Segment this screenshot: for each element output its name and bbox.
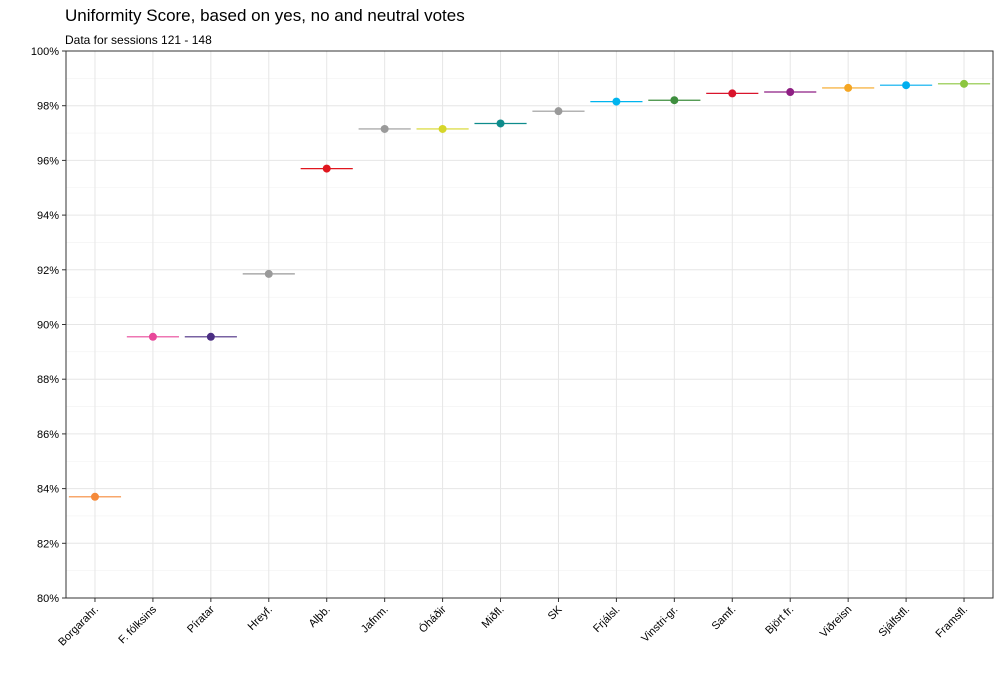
score-point (554, 107, 563, 116)
chart-title: Uniformity Score, based on yes, no and n… (65, 6, 465, 25)
x-tick-label: Hreyf. (246, 604, 275, 633)
score-point (264, 269, 273, 278)
score-point (612, 97, 621, 106)
score-point (90, 492, 99, 501)
x-tick-label: Alþb. (307, 604, 333, 630)
x-tick-label: Miðfl. (480, 604, 507, 631)
grid-layer (66, 50, 993, 599)
x-tick-label: Viðreisn (818, 604, 854, 640)
y-tick-label: 98% (37, 101, 59, 113)
x-tick-label: Óháðir (416, 603, 449, 636)
x-tick-label: F. fólksins (116, 603, 159, 646)
x-tick-label: SK (546, 603, 565, 622)
y-tick-label: 80% (37, 593, 59, 605)
y-tick-label: 92% (37, 265, 59, 277)
x-tick-label: Björt fr. (763, 604, 796, 637)
y-tick-label: 82% (37, 538, 59, 550)
y-tick-label: 94% (37, 210, 59, 222)
x-tick-label: Frjálsl. (591, 604, 622, 635)
x-tick-label: Jafnm. (359, 604, 391, 636)
mark-layer (68, 79, 991, 501)
x-tick-label: Sjálfstfl. (876, 604, 912, 640)
x-tick-label: Píratar (185, 603, 217, 635)
score-point (380, 124, 389, 133)
score-point (496, 119, 505, 128)
score-point (322, 164, 331, 173)
y-tick-label: 88% (37, 374, 59, 386)
y-tick-label: 86% (37, 429, 59, 441)
x-tick-label: Vinstri-gr. (639, 604, 680, 645)
score-point (902, 81, 911, 90)
score-point (438, 124, 447, 133)
score-point (206, 332, 215, 341)
score-point (728, 89, 737, 98)
score-point (786, 88, 795, 97)
x-tick-label: Samf. (710, 604, 739, 633)
score-point (670, 96, 679, 105)
x-tick-label: Framsfl. (934, 604, 971, 641)
y-tick-label: 90% (37, 320, 59, 332)
y-tick-label: 84% (37, 484, 59, 496)
score-point (148, 332, 157, 341)
y-tick-label: 96% (37, 155, 59, 167)
chart-subtitle: Data for sessions 121 - 148 (65, 33, 212, 47)
score-point (960, 79, 969, 88)
x-tick-label: Borgarahr. (56, 604, 101, 649)
score-point (844, 83, 853, 92)
y-tick-label: 100% (31, 46, 59, 58)
